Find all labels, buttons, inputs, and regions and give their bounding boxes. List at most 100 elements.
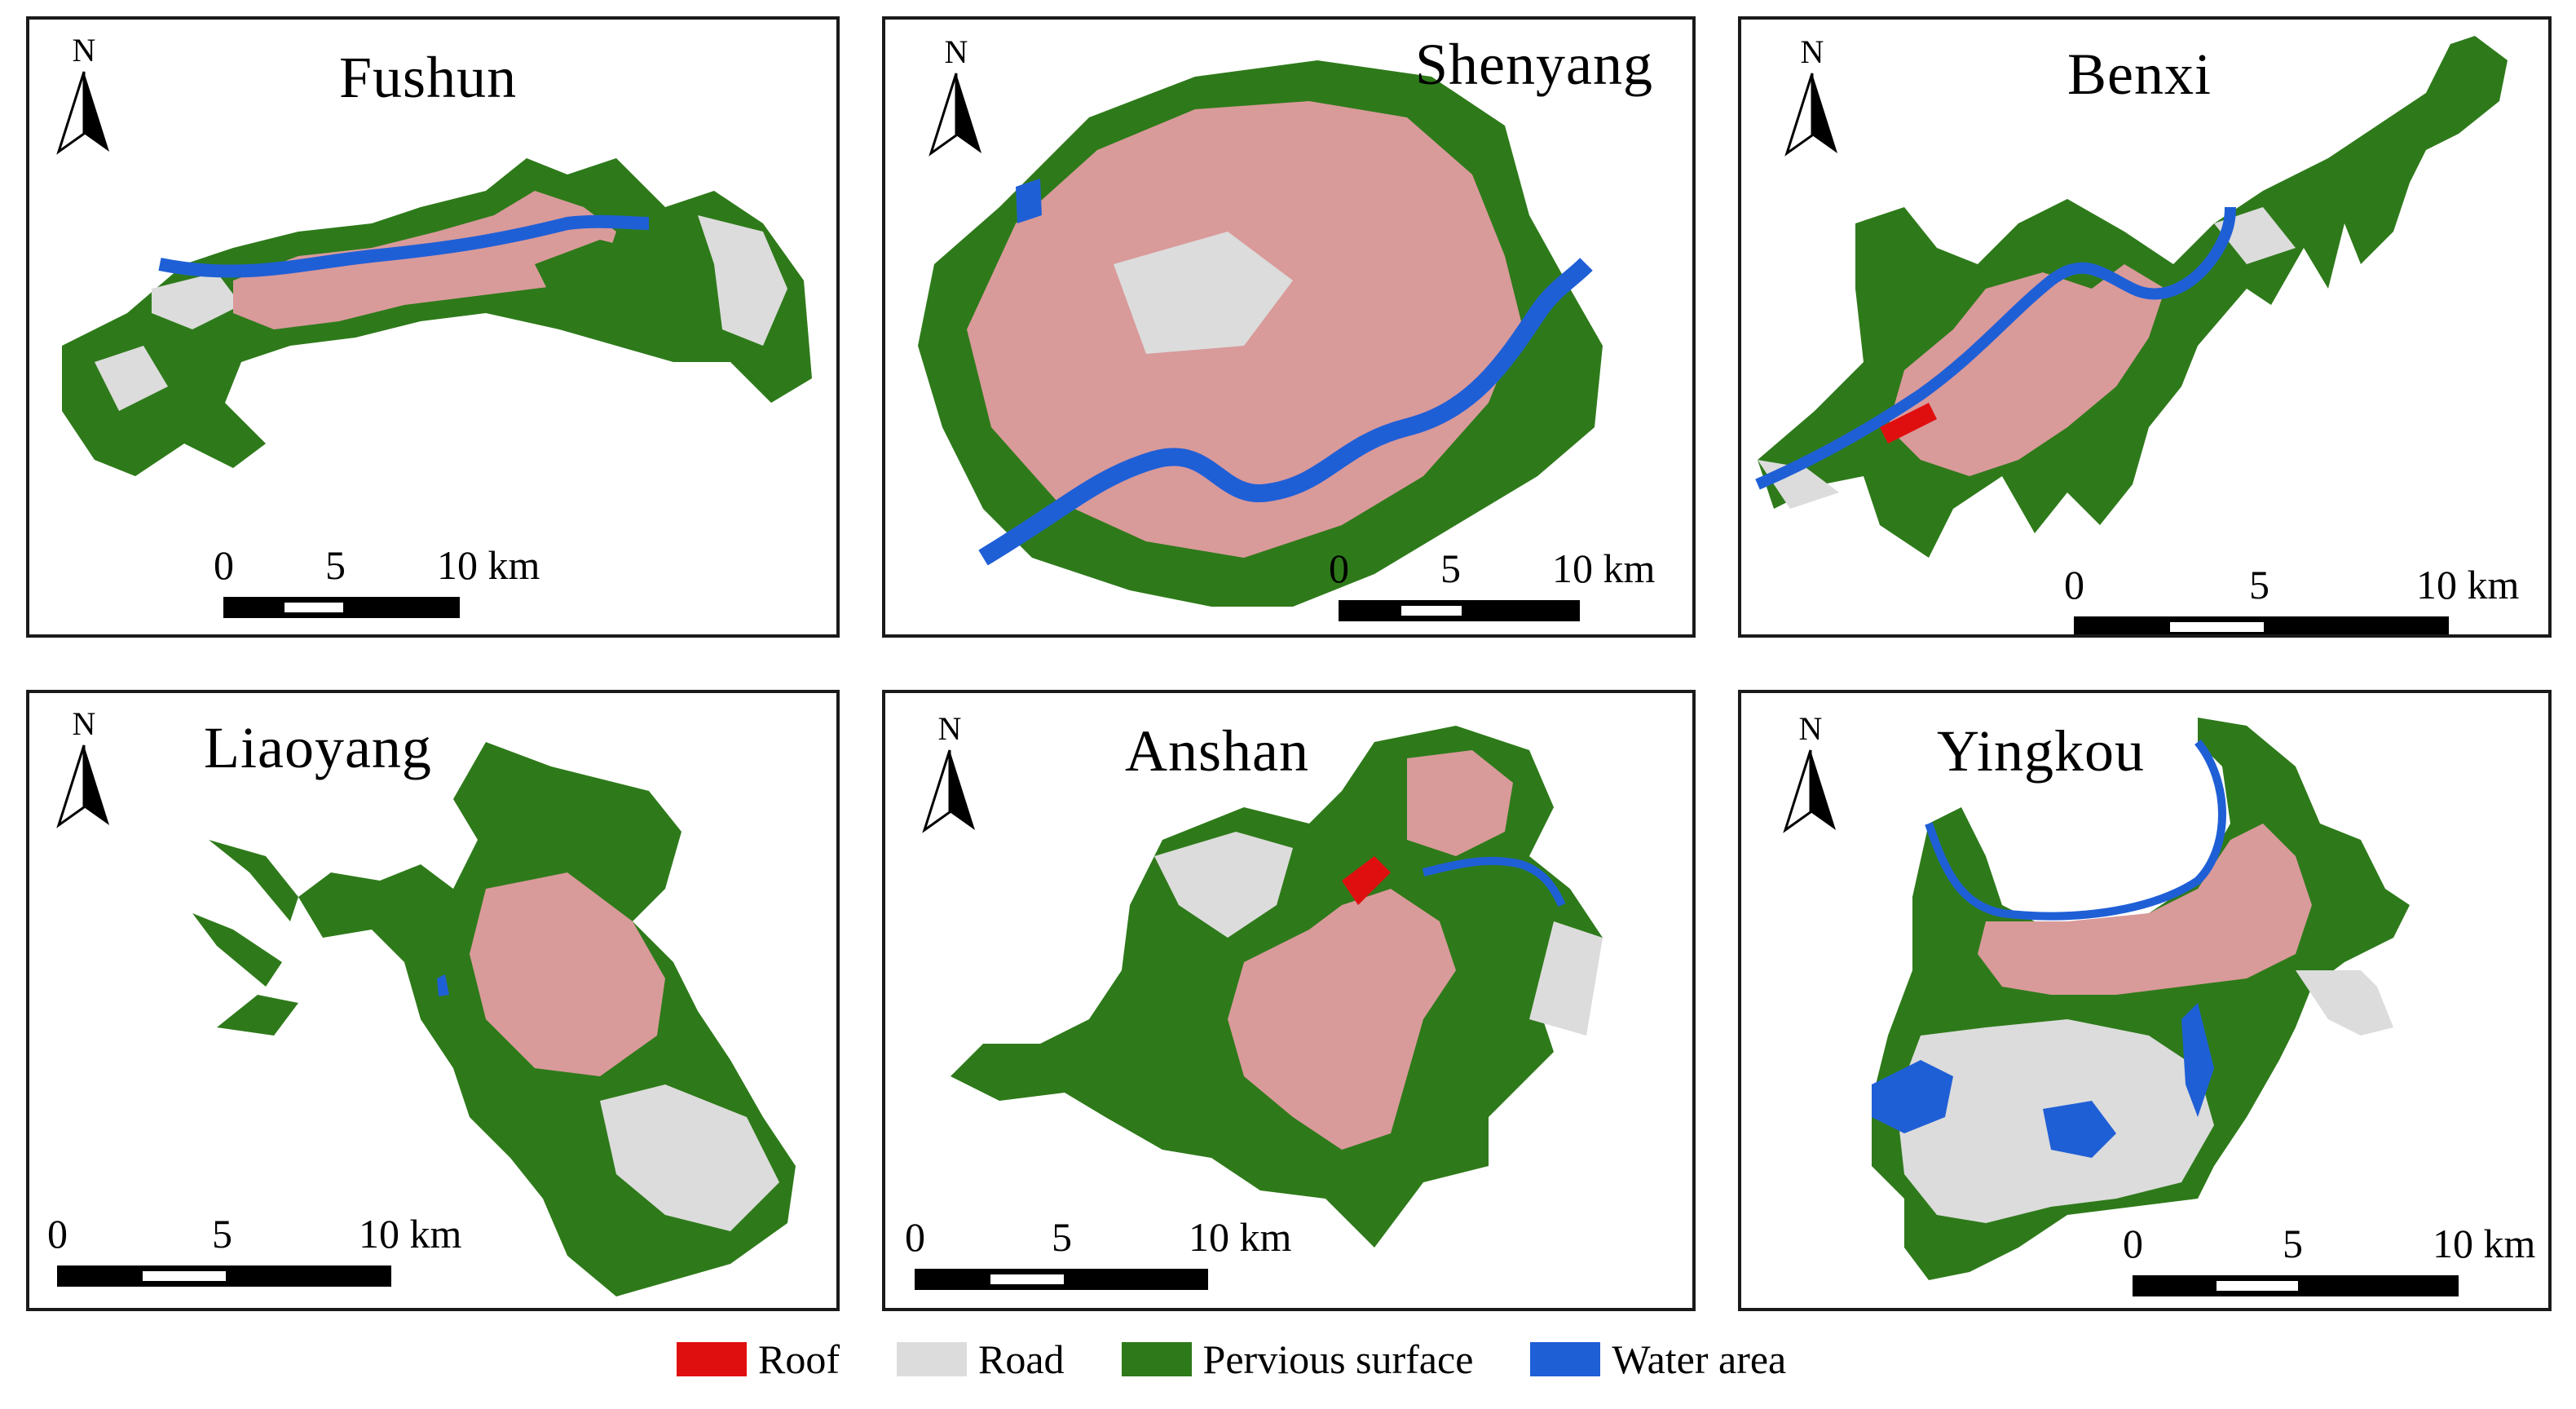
benxi-land-cover-map <box>1755 36 2508 558</box>
north-label: N <box>944 33 968 70</box>
scale-label-ten: 10 km <box>359 1211 462 1257</box>
city-title: Fushun <box>339 45 518 110</box>
scale-label-five: 5 <box>2283 1221 2303 1266</box>
yingkou-urban-area <box>1978 824 2312 995</box>
north-arrow: N <box>1782 713 1839 835</box>
city-title: Benxi <box>2067 42 2212 107</box>
scale-bar: 0 5 10 km <box>2064 561 2519 634</box>
scale-bar-graphic <box>915 1269 1208 1290</box>
benxi-urban-area <box>1888 264 2165 476</box>
north-arrow: N <box>928 36 985 158</box>
north-arrow: N <box>55 34 112 157</box>
city-title: Anshan <box>1125 718 1309 784</box>
legend-item-pervious-surface: Pervious surface <box>1121 1336 1474 1383</box>
legend-label-roof: Roof <box>758 1336 840 1382</box>
legend-item-road: Road <box>897 1336 1065 1383</box>
yingkou-road-area <box>1896 970 2393 1223</box>
scale-label-five: 5 <box>2249 562 2269 607</box>
fushun-road-area <box>95 215 787 411</box>
scale-label-ten: 10 km <box>1552 545 1656 591</box>
liaoyang-road-area <box>600 1084 779 1231</box>
benxi-roof-patch <box>1880 403 1937 444</box>
legend-label-pervious-surface: Pervious surface <box>1202 1336 1474 1382</box>
shenyang-land-cover-map <box>918 60 1603 607</box>
scale-label-five: 5 <box>212 1211 232 1257</box>
scale-bar: 0 5 10 km <box>905 1213 1291 1290</box>
fushun-urban-area <box>233 191 616 329</box>
north-arrow: N <box>55 708 112 830</box>
shenyang-lake <box>1016 179 1042 223</box>
scale-label-five: 5 <box>1440 545 1461 591</box>
yingkou-coast-water <box>1925 739 2226 921</box>
yingkou-water-patch-middle <box>2043 1101 2116 1158</box>
scale-label-zero: 0 <box>1329 545 1349 591</box>
shenyang-road-area <box>1114 232 1293 354</box>
liaoyang-arms <box>192 840 298 1036</box>
shenyang-river <box>978 258 1593 566</box>
north-arrow-icon <box>1784 73 1837 157</box>
scale-bar-graphic <box>2133 1275 2459 1296</box>
scale-bar: 0 5 10 km <box>1329 545 1655 621</box>
benxi-road-area <box>1758 207 2296 509</box>
scale-label-five: 5 <box>325 542 346 588</box>
scale-label-zero: 0 <box>2064 562 2084 607</box>
liaoyang-urban-area <box>470 872 665 1076</box>
liaoyang-land-cover-map <box>192 742 796 1296</box>
fushun-pervious-patch <box>535 240 673 305</box>
anshan-roof-patch <box>1342 856 1391 905</box>
scale-label-zero: 0 <box>2123 1221 2143 1266</box>
scale-bar: 0 5 10 km <box>2123 1220 2535 1296</box>
legend-label-water-area: Water area <box>1612 1336 1787 1382</box>
scale-bar-graphic <box>223 597 460 618</box>
city-title: Shenyang <box>1415 32 1653 97</box>
anshan-land-cover-map <box>951 726 1603 1248</box>
legend-swatch-water-area <box>1530 1342 1601 1376</box>
north-arrow-icon <box>929 73 981 157</box>
legend-swatch-pervious-surface <box>1121 1342 1192 1376</box>
scale-bar-graphic <box>1339 600 1580 621</box>
map-panel-anshan: Anshan N 0 5 10 km <box>882 690 1696 1311</box>
legend-item-water-area: Water area <box>1530 1336 1786 1383</box>
scale-label-ten: 10 km <box>1189 1214 1292 1260</box>
scale-label-five: 5 <box>1052 1214 1072 1260</box>
scale-bar-graphic <box>2074 616 2449 634</box>
map-panel-benxi: Benxi N 0 5 10 km <box>1738 16 2552 638</box>
north-arrow: N <box>921 713 978 835</box>
north-label: N <box>1798 710 1823 747</box>
scale-bar: 0 5 10 km <box>214 541 540 618</box>
scale-label-ten: 10 km <box>437 542 540 588</box>
yingkou-water-patch-right <box>2181 1003 2214 1117</box>
anshan-urban-area <box>1228 750 1513 1150</box>
map-panel-fushun: Fushun N 0 5 10 km <box>26 16 840 638</box>
scale-label-zero: 0 <box>905 1214 925 1260</box>
north-label: N <box>937 710 962 747</box>
scale-label-zero: 0 <box>47 1211 68 1257</box>
scale-label-ten: 10 km <box>2433 1221 2536 1266</box>
fushun-river <box>158 214 650 278</box>
legend-swatch-roof <box>677 1342 747 1376</box>
legend-swatch-road <box>897 1342 967 1376</box>
north-arrow-icon <box>56 744 109 828</box>
yingkou-water-patch-left <box>1872 1060 1953 1133</box>
benxi-river <box>1755 206 2236 490</box>
anshan-river <box>1422 856 1566 908</box>
legend-item-roof: Roof <box>677 1336 840 1383</box>
map-panel-shenyang: Shenyang N 0 5 10 km <box>882 16 1696 638</box>
city-title: Liaoyang <box>204 715 432 780</box>
anshan-road-area <box>1154 832 1603 1036</box>
legend-label-road: Road <box>978 1336 1065 1382</box>
scale-label-ten: 10 km <box>2416 562 2520 607</box>
north-arrow-icon <box>922 749 975 833</box>
north-label: N <box>72 705 96 742</box>
scale-bar: 0 5 10 km <box>47 1210 461 1287</box>
scale-bar-graphic <box>57 1265 391 1287</box>
map-legend: Roof Road Pervious surface Water area <box>677 1331 1843 1388</box>
liaoyang-water-patch <box>437 974 449 996</box>
yingkou-land-cover-map <box>1872 718 2410 1280</box>
map-panel-liaoyang: Liaoyang N 0 5 10 km <box>26 690 840 1311</box>
fushun-land-cover-map <box>62 158 812 476</box>
north-arrow-icon <box>1783 749 1836 833</box>
north-arrow-icon <box>56 71 109 155</box>
city-title: Yingkou <box>1937 718 2146 784</box>
scale-label-zero: 0 <box>214 542 234 588</box>
